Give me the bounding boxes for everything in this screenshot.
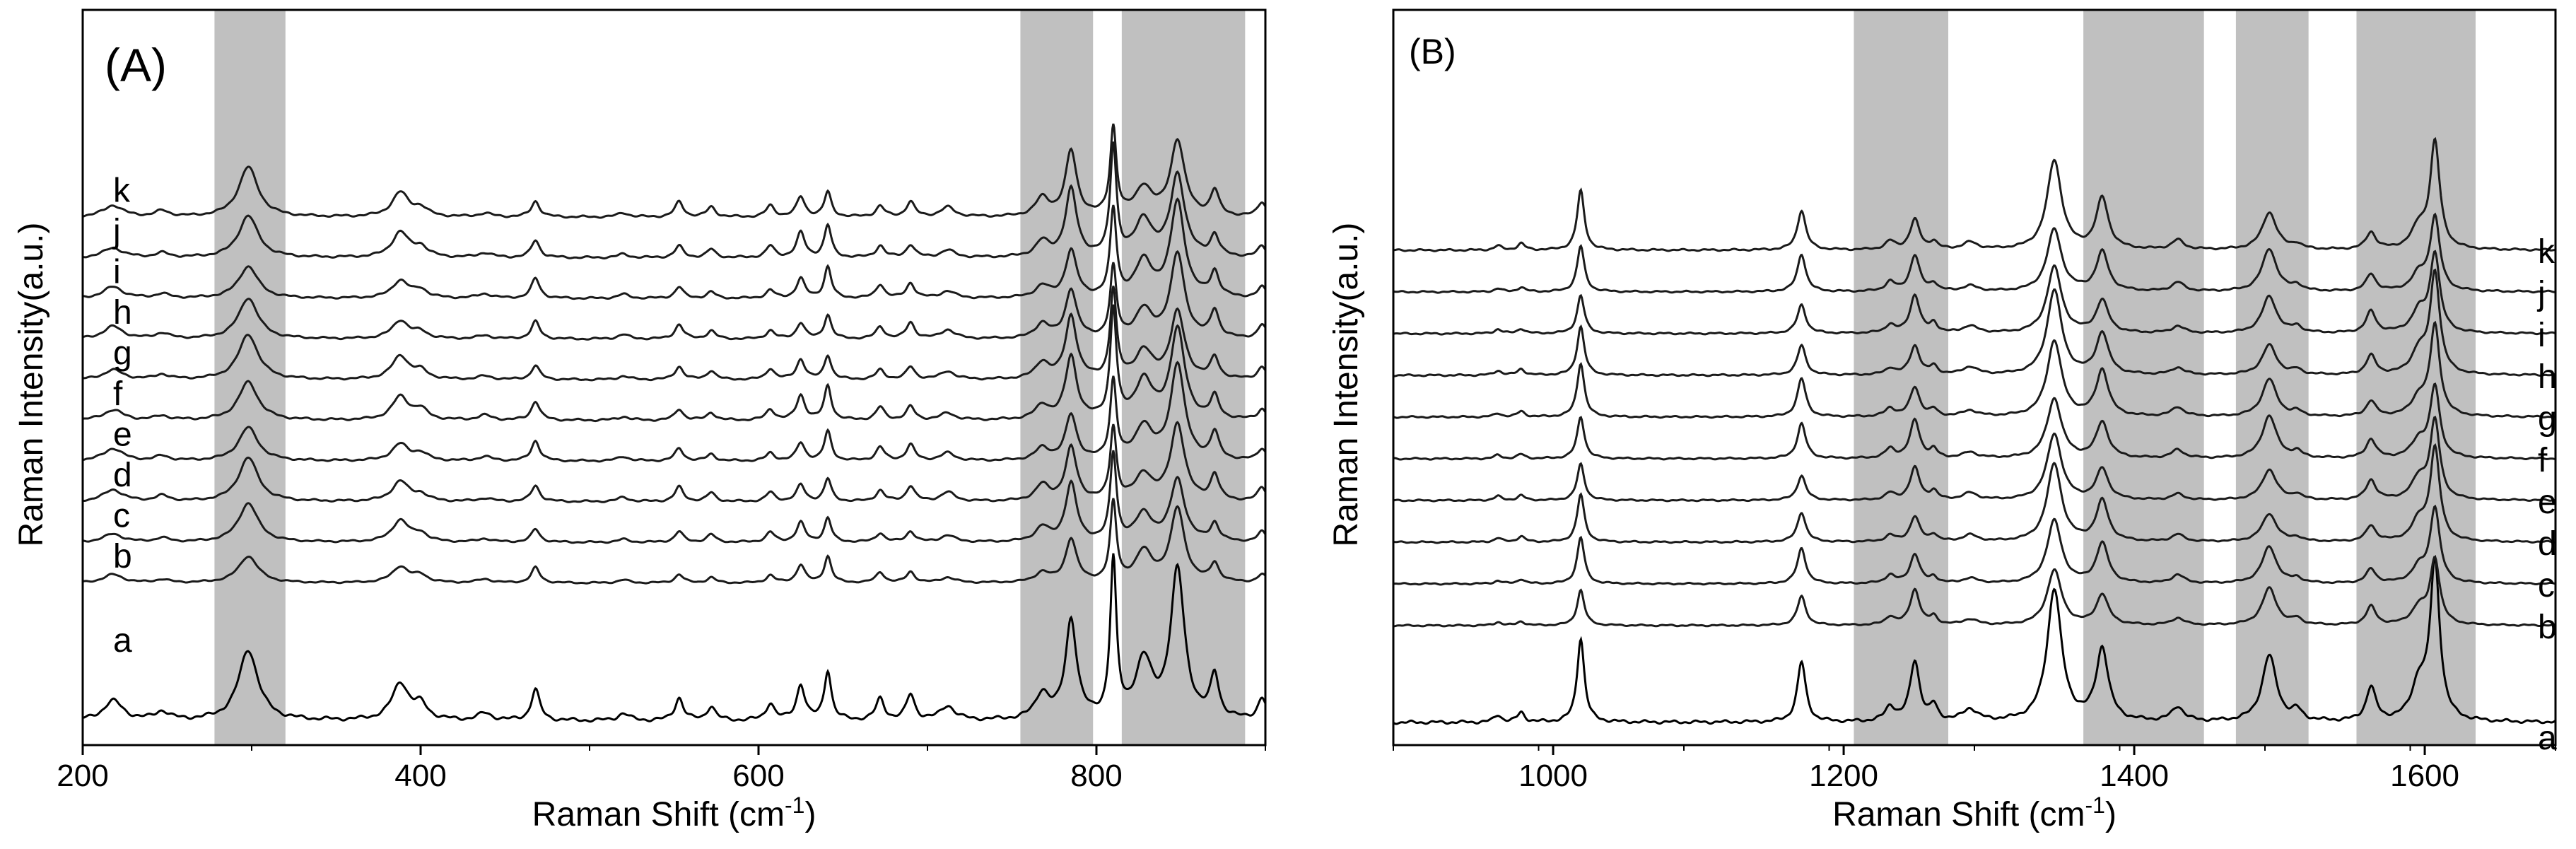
series-label-g: g bbox=[2538, 400, 2557, 438]
series-label-i: i bbox=[113, 254, 121, 291]
x-tick-label: 1000 bbox=[1518, 759, 1588, 793]
spectrum-b bbox=[83, 498, 1265, 585]
shaded-region-4 bbox=[2356, 10, 2476, 745]
series-label-j: j bbox=[2536, 275, 2546, 312]
series-label-c: c bbox=[2538, 567, 2555, 604]
spectrum-g bbox=[1393, 320, 2555, 419]
spectrum-b bbox=[1393, 556, 2555, 628]
y-axis-label: Raman Intensity(a.u.) bbox=[1328, 223, 1365, 547]
spectrum-j bbox=[83, 141, 1265, 259]
series-label-k: k bbox=[113, 172, 131, 210]
y-axis-label: Raman Intensity(a.u.) bbox=[13, 223, 50, 547]
series-label-j: j bbox=[112, 213, 121, 250]
x-tick-label: 200 bbox=[57, 759, 108, 793]
spectrum-f bbox=[83, 304, 1265, 423]
spectrum-k bbox=[1393, 136, 2555, 252]
shaded-region-1 bbox=[214, 10, 286, 745]
series-label-a: a bbox=[113, 622, 132, 660]
x-tick-label: 1600 bbox=[2390, 759, 2459, 793]
spectrum-f bbox=[1393, 382, 2555, 461]
series-label-e: e bbox=[2538, 484, 2557, 521]
plot-frame bbox=[81, 8, 1267, 746]
spectra-group bbox=[1393, 136, 2555, 725]
spectra-group bbox=[83, 123, 1265, 723]
spectrum-d bbox=[83, 421, 1265, 503]
spectrum-a bbox=[1393, 554, 2555, 725]
x-tick-label: 1400 bbox=[2100, 759, 2169, 793]
spectrum-h bbox=[83, 250, 1265, 341]
series-label-d: d bbox=[2538, 525, 2557, 563]
x-tick-label: 600 bbox=[732, 759, 784, 793]
series-label-f: f bbox=[113, 375, 123, 413]
x-axis-label-sup: -1 bbox=[785, 792, 804, 818]
spectrum-e bbox=[83, 361, 1265, 463]
series-label-b: b bbox=[113, 538, 132, 575]
shaded-region-2 bbox=[2083, 10, 2204, 745]
x-axis-label-end: ) bbox=[804, 796, 816, 833]
spectrum-i bbox=[83, 197, 1265, 300]
series-label-f: f bbox=[2538, 442, 2548, 479]
series-label-h: h bbox=[2538, 358, 2557, 396]
series-label-g: g bbox=[113, 335, 132, 373]
x-axis-label-sup: -1 bbox=[2085, 792, 2104, 818]
series-label-c: c bbox=[113, 498, 130, 535]
series-label-b: b bbox=[2538, 609, 2557, 646]
x-axis-label-end: ) bbox=[2105, 796, 2117, 833]
spectrum-c bbox=[83, 450, 1265, 544]
spectrum-k bbox=[83, 123, 1265, 219]
series-label-d: d bbox=[113, 457, 132, 494]
shaded-region-2 bbox=[1020, 10, 1094, 745]
spectrum-h bbox=[1393, 268, 2555, 377]
panel-label: (B) bbox=[1409, 32, 1456, 71]
shaded-region-1 bbox=[1854, 10, 1949, 745]
spectrum-i bbox=[1393, 250, 2555, 336]
series-label-a: a bbox=[2538, 720, 2557, 757]
x-axis-label: Raman Shift (cm-1) bbox=[1832, 792, 2117, 833]
x-axis-label: Raman Shift (cm-1) bbox=[532, 792, 816, 833]
spectrum-e bbox=[1393, 416, 2555, 503]
spectrum-d bbox=[1393, 443, 2555, 544]
series-label-h: h bbox=[113, 294, 132, 332]
x-tick-label: 1200 bbox=[1809, 759, 1878, 793]
x-axis-label-main: Raman Shift (cm bbox=[532, 796, 785, 833]
series-label-e: e bbox=[113, 416, 132, 454]
series-label-k: k bbox=[2538, 233, 2555, 271]
series-label-i: i bbox=[2538, 317, 2546, 354]
panel-label: (A) bbox=[105, 39, 167, 91]
x-axis-label-main: Raman Shift (cm bbox=[1832, 796, 2085, 833]
x-tick-label: 400 bbox=[394, 759, 446, 793]
shaded-region-3 bbox=[2235, 10, 2309, 745]
spectrum-a bbox=[83, 553, 1265, 723]
spectrum-c bbox=[1393, 504, 2555, 586]
spectrum-g bbox=[83, 286, 1265, 382]
x-tick-label: 800 bbox=[1070, 759, 1122, 793]
spectrum-j bbox=[1393, 212, 2555, 294]
